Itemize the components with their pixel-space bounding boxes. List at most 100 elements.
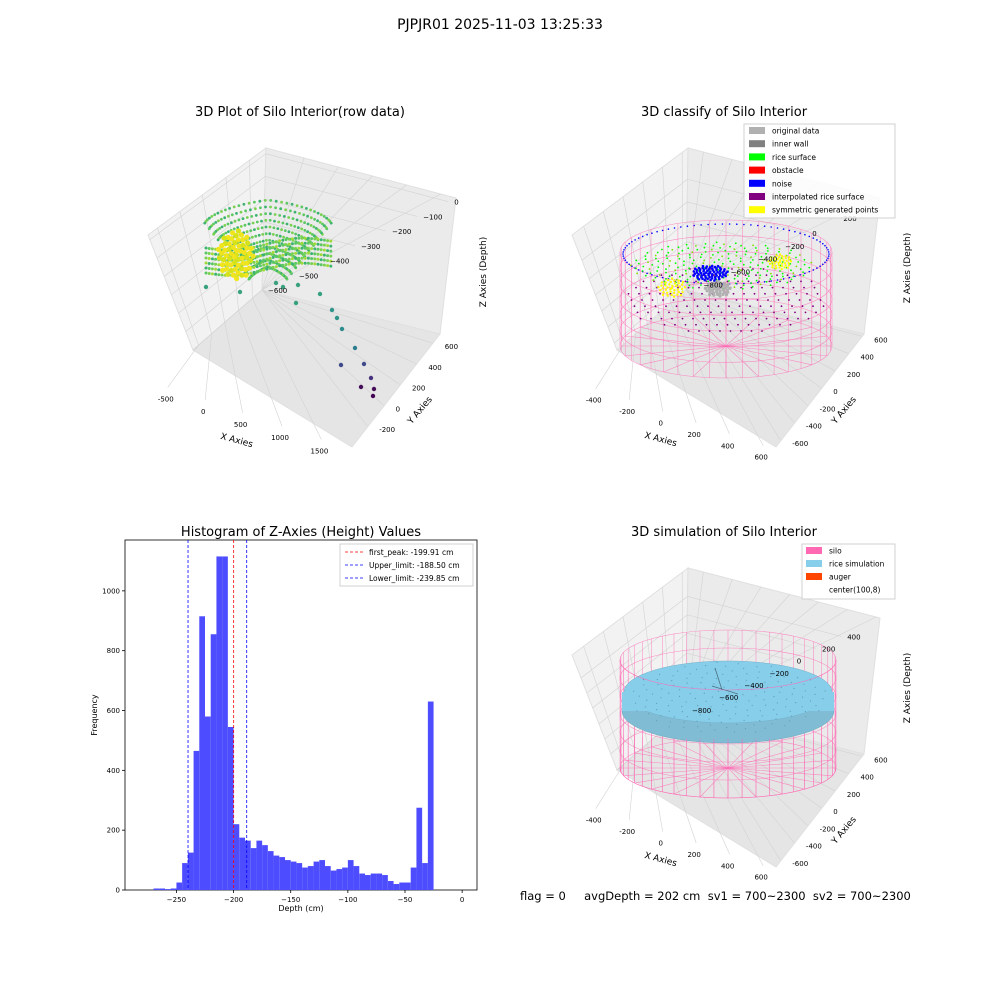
legend-label: Upper_limit: -188.50 cm <box>369 561 460 570</box>
data-point <box>281 258 285 262</box>
data-point <box>290 237 294 241</box>
data-point <box>300 236 304 240</box>
data-point <box>244 209 248 213</box>
interp-point <box>758 323 760 326</box>
rice-point <box>695 245 697 247</box>
interp-point <box>687 330 690 332</box>
rice-point <box>710 257 712 259</box>
data-point <box>224 231 228 235</box>
histogram-legend: first_peak: -199.91 cm Upper_limit: -188.… <box>339 543 474 587</box>
data-point <box>242 202 246 206</box>
rice-texture <box>704 687 706 689</box>
data-point <box>261 233 265 236</box>
data-point <box>284 248 288 252</box>
symmetric-point <box>785 259 788 263</box>
rice-texture <box>671 680 673 682</box>
silo-spoke <box>623 767 729 777</box>
noise-cluster-point <box>703 278 707 282</box>
rice-texture <box>668 726 670 728</box>
y-tick-label: -400 <box>806 423 822 431</box>
data-point <box>313 252 317 256</box>
symmetric-point <box>669 287 672 291</box>
interp-point <box>729 330 732 332</box>
noise-point <box>743 282 745 285</box>
rice-texture <box>773 709 775 711</box>
interp-point <box>755 317 757 320</box>
data-point <box>280 200 283 204</box>
data-point <box>214 221 218 224</box>
data-point <box>294 236 298 240</box>
data-point <box>329 239 333 243</box>
data-point <box>264 225 268 229</box>
simulation-plot-xlabel: X Axies <box>643 851 678 869</box>
histogram-reference-lines <box>187 540 248 890</box>
data-point <box>326 254 330 258</box>
data-point <box>244 254 250 260</box>
data-point <box>210 257 214 261</box>
rice-texture <box>764 727 766 729</box>
grid-line <box>149 153 267 240</box>
y-tick-label: -600 <box>792 860 808 868</box>
silo-spoke <box>725 345 759 377</box>
rice-point <box>759 274 762 277</box>
rice-point <box>721 255 724 258</box>
rice-point <box>642 265 645 268</box>
data-point <box>254 214 258 217</box>
interp-point <box>698 286 700 289</box>
grid-line <box>614 281 687 344</box>
symmetric-point <box>670 293 673 297</box>
rice-point <box>651 264 654 266</box>
classify-3d-plot: 3D classify of Silo Interior -400 -200 0 20… <box>571 105 913 462</box>
rice-point <box>700 253 703 256</box>
rice-point <box>657 260 660 263</box>
interp-point <box>752 268 754 270</box>
symmetric-point <box>668 283 671 286</box>
data-point <box>283 229 287 233</box>
rice-texture <box>708 718 710 720</box>
x-tick-label: −100 <box>338 896 357 904</box>
data-point <box>251 221 255 225</box>
data-point <box>247 201 251 205</box>
interp-point <box>732 292 735 295</box>
rice-texture <box>735 713 737 715</box>
rice-texture <box>686 682 688 684</box>
rice-texture <box>672 675 674 677</box>
data-point <box>252 260 256 264</box>
rice-point <box>790 278 793 281</box>
legend-label: center(100,8) <box>829 586 881 595</box>
silo-spoke <box>673 741 729 769</box>
rice-point <box>732 263 735 265</box>
histogram-bar <box>245 840 251 890</box>
interp-point <box>753 292 756 295</box>
rice-texture <box>791 715 793 717</box>
data-point <box>233 219 237 223</box>
rice-texture <box>748 700 750 702</box>
noise-cluster-point <box>709 270 712 274</box>
silo-spoke <box>725 345 827 357</box>
interp-point <box>788 299 790 301</box>
rice-point <box>644 274 647 277</box>
data-point <box>236 243 242 249</box>
data-point <box>207 227 211 231</box>
rice-texture <box>635 702 637 704</box>
data-point <box>316 211 320 215</box>
symmetric-point <box>786 266 789 269</box>
noise-point <box>804 272 806 275</box>
interp-point <box>777 299 780 301</box>
data-point <box>207 247 211 250</box>
rice-texture <box>753 724 755 726</box>
data-point <box>310 252 314 256</box>
rice-point <box>733 286 736 289</box>
rice-texture <box>722 704 724 706</box>
data-point <box>268 256 272 260</box>
rice-texture <box>763 699 765 701</box>
data-point <box>297 241 301 245</box>
histogram-bar <box>199 616 205 890</box>
interp-point <box>779 323 781 326</box>
data-point <box>238 232 244 238</box>
noise-point <box>736 223 738 225</box>
interp-point <box>650 317 652 320</box>
inner-wall-point <box>716 279 720 283</box>
histogram-bar <box>399 882 405 890</box>
data-point <box>303 256 307 260</box>
